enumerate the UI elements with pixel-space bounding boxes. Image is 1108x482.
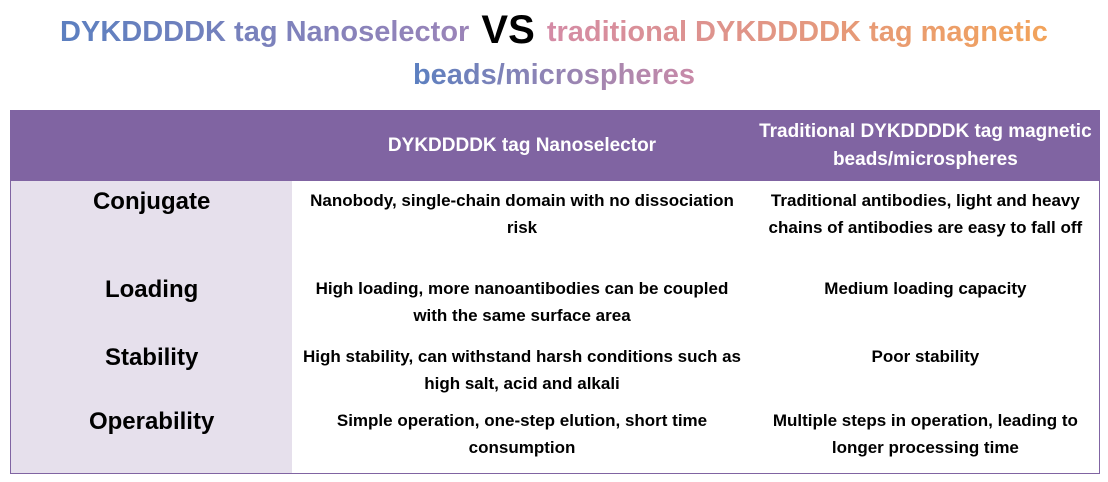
table-body: Conjugate Nanobody, single-chain domain w… xyxy=(10,181,1100,473)
title-line: DYKDDDDK tag Nanoselector VS traditional… xyxy=(0,10,1108,52)
header-row: DYKDDDDK tag Nanoselector Traditional DYK… xyxy=(10,110,1100,181)
header-cell: DYKDDDDK tag Nanoselector xyxy=(292,110,752,181)
header-cell: Traditional DYKDDDDK tag magnetic beads/… xyxy=(751,110,1100,181)
title-right: traditional DYKDDDDK tag magnetic xyxy=(546,16,1048,48)
cell: Nanobody, single-chain domain with no di… xyxy=(310,191,734,237)
table-row: Conjugate Nanobody, single-chain domain w… xyxy=(10,181,1100,269)
cell: High stability, can withstand harsh cond… xyxy=(303,347,741,393)
cell: Traditional antibodies, light and heavy … xyxy=(768,191,1083,237)
cell: Simple operation, one-step elution, shor… xyxy=(336,411,708,457)
table-row: Operability Simple operation, one-step el… xyxy=(10,401,1100,473)
title-vs: VS xyxy=(481,8,535,52)
cell: Poor stability xyxy=(871,347,980,366)
title-left: DYKDDDDK tag Nanoselector xyxy=(60,16,470,48)
row-label: Conjugate xyxy=(10,181,293,269)
row-label: Operability xyxy=(10,401,293,473)
cell: Multiple steps in operation, leading to … xyxy=(772,411,1078,457)
row-label: Stability xyxy=(10,337,293,401)
table-row: Stability High stability, can withstand h… xyxy=(10,337,1100,401)
title-right: beads/microspheres xyxy=(412,59,696,91)
header-cell xyxy=(10,110,293,181)
title-line: beads/microspheres xyxy=(0,55,1108,95)
cell: High loading, more nanoantibodies can be… xyxy=(315,279,729,325)
comparison-table: DYKDDDDK tag Nanoselector Traditional DYK… xyxy=(10,110,1100,474)
row-label: Loading xyxy=(10,269,293,337)
cell: Medium loading capacity xyxy=(824,279,1027,298)
table-row: Loading High loading, more nanoantibodies… xyxy=(10,269,1100,337)
